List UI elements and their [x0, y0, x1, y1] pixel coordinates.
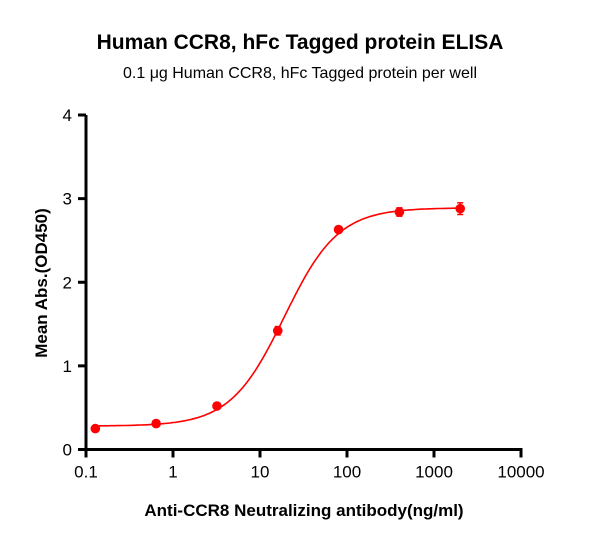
y-tick-label: 3 — [63, 190, 72, 209]
data-point — [90, 423, 101, 434]
data-point — [455, 203, 465, 214]
y-tick-label: 4 — [63, 106, 72, 125]
x-tick-label: 10 — [251, 463, 270, 482]
chart-title: Human CCR8, hFc Tagged protein ELISA — [97, 31, 504, 54]
x-tick-label: 10000 — [497, 463, 544, 482]
y-tick-label: 1 — [63, 357, 72, 376]
y-axis-label: Mean Abs.(OD450) — [32, 208, 51, 358]
data-point — [333, 224, 344, 235]
data-point — [151, 418, 161, 429]
x-tick-label: 100 — [333, 463, 361, 482]
x-tick-label: 1000 — [415, 463, 453, 482]
x-tick-label: 0.1 — [74, 463, 98, 482]
y-tick-label: 0 — [63, 441, 72, 460]
data-point — [394, 207, 405, 217]
data-point — [272, 325, 283, 336]
x-tick-label: 1 — [168, 463, 177, 482]
y-tick-label: 2 — [63, 273, 72, 292]
fit-curve — [95, 207, 461, 427]
chart-subtitle: 0.1 μg Human CCR8, hFc Tagged protein pe… — [123, 65, 477, 82]
data-point — [212, 401, 222, 411]
x-axis-label: Anti-CCR8 Neutralizing antibody(ng/ml) — [144, 501, 463, 520]
